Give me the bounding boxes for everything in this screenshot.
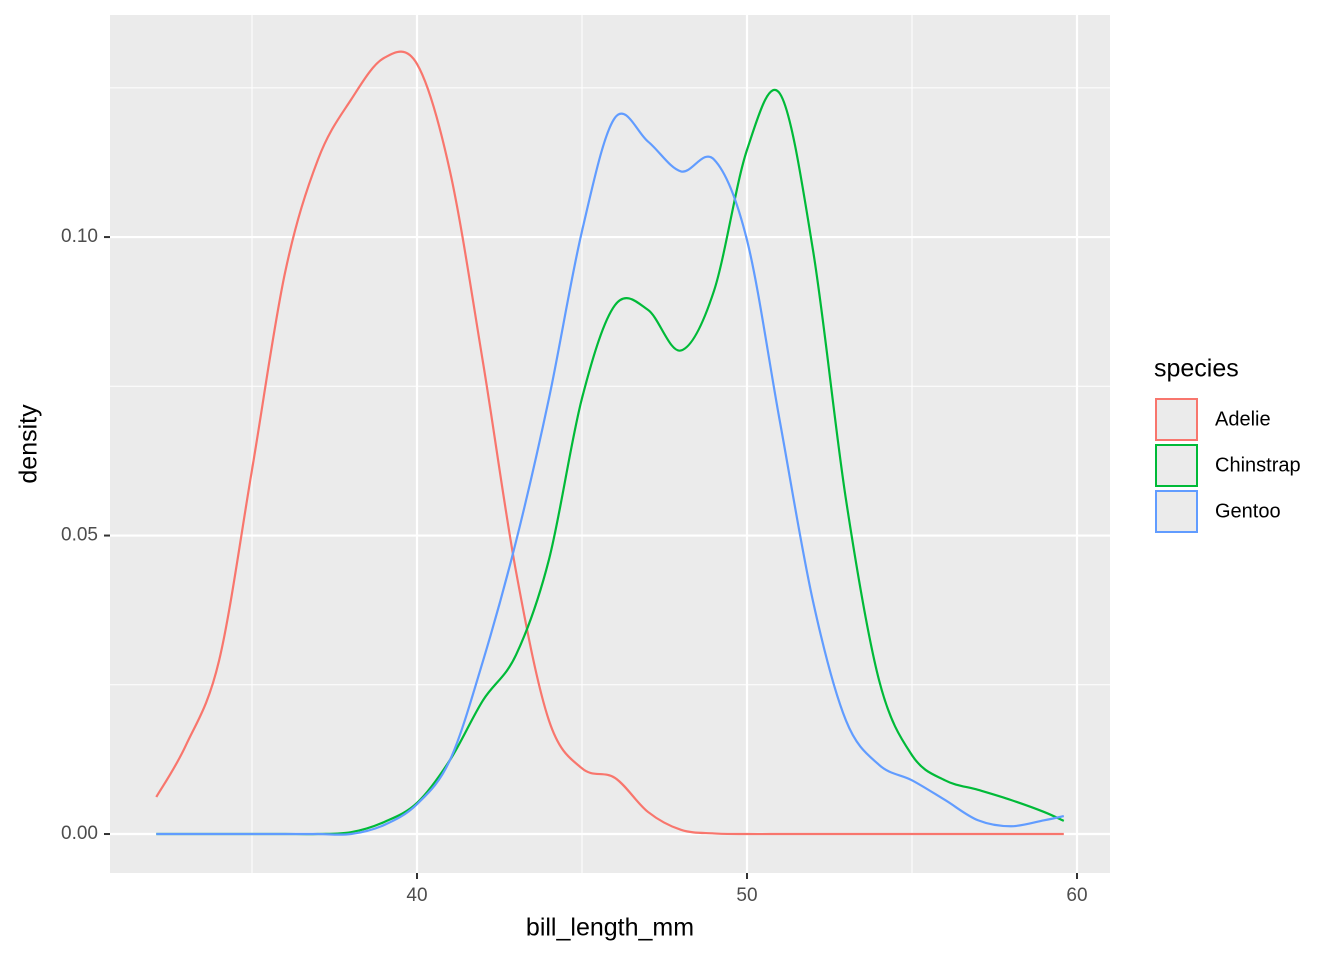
legend-title: species [1154,355,1239,383]
x-axis-title: bill_length_mm [526,914,694,942]
y-tick-label: 0.00 [61,823,98,844]
density-line [156,112,1065,836]
x-tick-label: 50 [736,885,757,906]
x-tick-label: 60 [1066,885,1087,906]
x-tick-label: 40 [406,885,427,906]
y-tick-label: 0.05 [61,525,98,546]
legend-label: Gentoo [1215,500,1281,522]
legend-key [1155,444,1198,487]
legend-key [1155,490,1198,533]
y-axis-title: density [15,404,43,484]
legend-key [1155,398,1198,441]
panel [110,15,1110,873]
lines [155,50,1065,836]
density-line [155,50,1064,836]
legend-label: Chinstrap [1215,454,1301,476]
legend-label: Adelie [1215,408,1271,430]
y-tick-label: 0.10 [61,226,98,247]
